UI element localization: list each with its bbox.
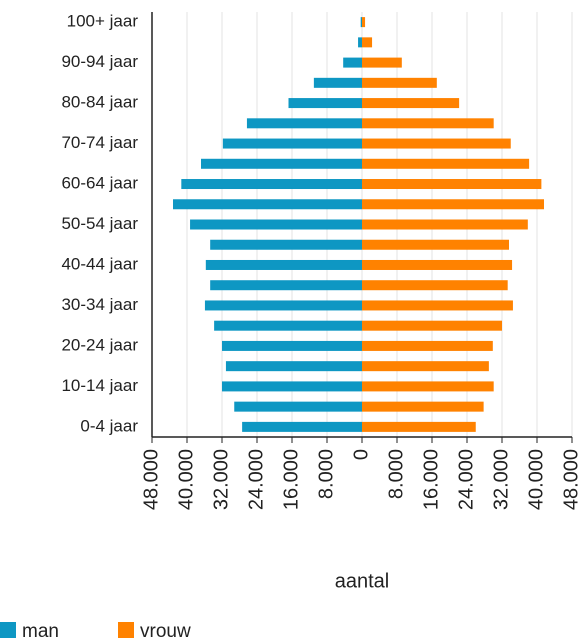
bar [362,57,402,68]
y-tick-label: 30-34 jaar [61,295,138,314]
y-tick-label: 50-54 jaar [61,214,138,233]
bar [362,320,502,331]
y-tick-label: 40-44 jaar [61,254,138,273]
x-tick-label: 24.000 [245,449,267,510]
bar [222,381,362,392]
bar [362,340,493,351]
legend-swatch [118,622,134,638]
bar [205,259,362,270]
bar [204,300,362,311]
x-tick-label: 48.000 [560,449,582,510]
bar [362,219,528,230]
legend-label: man [22,621,59,642]
x-tick-label: 40.000 [175,449,197,510]
bar [362,158,530,169]
bar [225,361,362,372]
x-tick-label: 0 [350,449,372,460]
bar [362,401,484,412]
x-axis-title: aantal [335,570,390,592]
bar [358,37,362,48]
bar [288,98,362,109]
bar [181,179,362,190]
x-tick-label: 24.000 [455,449,477,510]
bar [362,199,544,210]
bar [362,17,366,28]
bar [173,199,362,210]
x-tick-label: 8.000 [385,449,407,499]
legend-swatch [0,622,16,638]
bar [222,138,362,149]
bar [362,118,494,129]
x-tick-label: 48.000 [140,449,162,510]
bar [210,280,362,291]
bar [362,98,460,109]
bar [313,77,362,88]
bar [343,57,362,68]
y-tick-label: 100+ jaar [67,12,139,31]
bar [362,259,513,270]
y-tick-label: 0-4 jaar [80,416,138,435]
bar [362,179,542,190]
x-tick-label: 8.000 [315,449,337,499]
bar [190,219,362,230]
bar [362,361,489,372]
x-tick-label: 32.000 [490,449,512,510]
x-tick-label: 16.000 [420,449,442,510]
bar [362,381,494,392]
bar [201,158,362,169]
legend-label: vrouw [140,621,191,642]
bar [210,239,362,250]
bar [234,401,362,412]
bar [222,340,362,351]
bar [242,421,362,432]
bar [362,138,511,149]
bar [246,118,362,129]
bar [214,320,362,331]
bar [362,421,476,432]
x-tick-label: 40.000 [525,449,547,510]
y-tick-label: 10-14 jaar [61,376,138,395]
bar [362,37,373,48]
y-tick-label: 20-24 jaar [61,335,138,354]
bar [362,280,508,291]
x-tick-label: 16.000 [280,449,302,510]
x-tick-label: 32.000 [210,449,232,510]
y-tick-label: 90-94 jaar [61,52,138,71]
bar [362,239,509,250]
y-tick-label: 70-74 jaar [61,133,138,152]
bar [360,17,362,28]
bar [362,77,437,88]
y-tick-label: 80-84 jaar [61,93,138,112]
y-tick-label: 60-64 jaar [61,174,138,193]
bar [362,300,513,311]
